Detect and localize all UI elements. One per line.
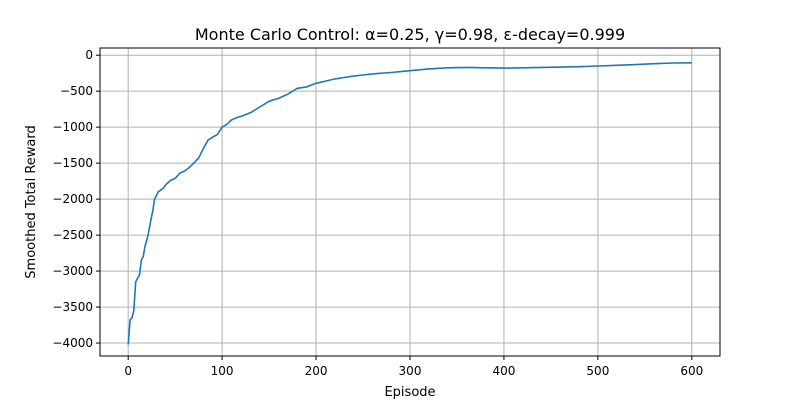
y-tick-label: −1500	[52, 156, 93, 170]
y-tick-label: −3000	[52, 264, 93, 278]
y-tick-label: −2000	[52, 192, 93, 206]
x-axis-ticks: 0 100 200 300 400 500 600	[124, 356, 703, 378]
chart-title: Monte Carlo Control: α=0.25, γ=0.98, ε-d…	[195, 25, 625, 44]
series-layer	[127, 62, 692, 345]
x-tick-label: 100	[211, 364, 234, 378]
y-tick-label: −3500	[52, 300, 93, 314]
x-tick-label: 600	[680, 364, 703, 378]
x-tick-label: 300	[399, 364, 422, 378]
y-tick-label: 0	[85, 48, 93, 62]
y-axis-ticks: 0 −500 −1000 −1500 −2000 −2500 −3000 −3500 −4000	[52, 48, 100, 350]
x-tick-label: 500	[586, 364, 609, 378]
y-tick-label: −1000	[52, 120, 93, 134]
y-tick-label: −2500	[52, 228, 93, 242]
x-tick-label: 400	[492, 364, 515, 378]
x-tick-label: 200	[305, 364, 328, 378]
x-axis-label: Episode	[384, 385, 435, 400]
reward-series-line	[127, 62, 692, 345]
y-tick-label: −500	[60, 84, 93, 98]
grid-lines	[100, 48, 720, 356]
x-tick-label: 0	[124, 364, 132, 378]
y-axis-label: Smoothed Total Reward	[24, 125, 39, 278]
y-tick-label: −4000	[52, 336, 93, 350]
